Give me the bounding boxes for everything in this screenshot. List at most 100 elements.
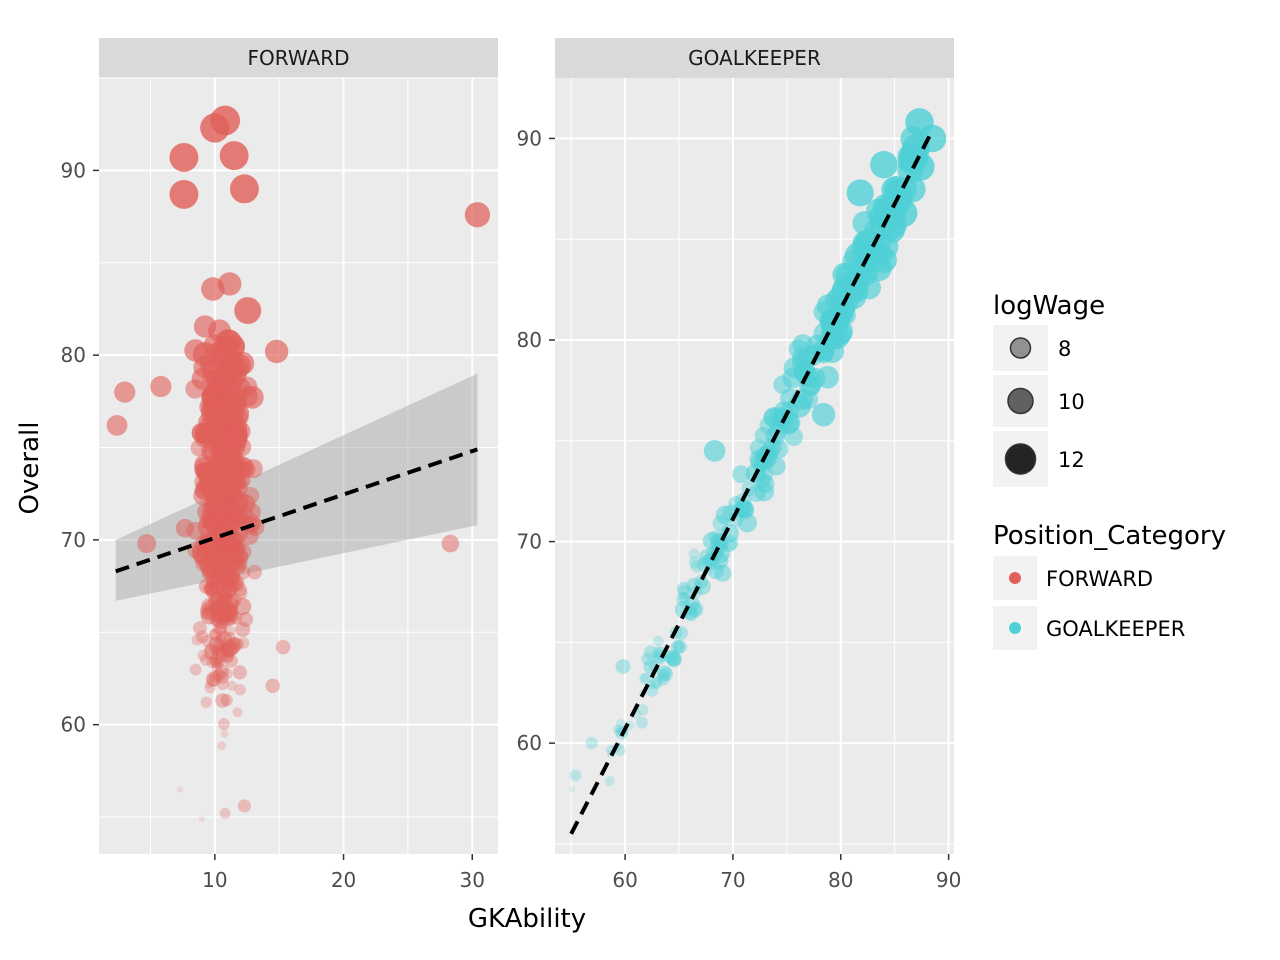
data-point: [209, 628, 223, 642]
data-point: [688, 548, 700, 560]
y-tick-label: 70: [61, 528, 86, 552]
data-point: [198, 815, 206, 823]
data-point: [219, 559, 235, 575]
y-tick-label: 70: [517, 530, 542, 554]
legend-color-key: [1009, 572, 1021, 584]
data-point: [715, 505, 735, 525]
data-point: [200, 607, 218, 625]
data-point: [205, 570, 222, 587]
data-point: [169, 142, 199, 172]
x-axis-ticks: 10 20 30: [202, 854, 485, 892]
data-point: [237, 636, 250, 649]
data-point: [827, 318, 853, 345]
data-point: [208, 609, 226, 627]
data-point: [176, 786, 184, 793]
legend-entry-label: GOALKEEPER: [1046, 617, 1185, 641]
data-point: [213, 608, 229, 624]
data-point: [222, 570, 239, 586]
data-point: [665, 649, 681, 666]
data-point: [204, 599, 218, 613]
data-point: [210, 607, 226, 623]
data-point: [200, 605, 214, 620]
data-point: [677, 584, 692, 599]
data-point: [201, 598, 216, 613]
data-point: [228, 636, 240, 649]
data-point: [221, 667, 233, 680]
data-point: [678, 591, 690, 604]
data-point: [232, 548, 249, 564]
legend-entry-label: 10: [1058, 390, 1085, 414]
x-tick-label: 60: [612, 868, 637, 892]
facet-forward: FORWARD 10 20 30 60 70 80 90: [61, 38, 498, 892]
data-point: [219, 592, 233, 606]
data-point: [211, 644, 224, 656]
legend-entry-label: 12: [1058, 448, 1085, 472]
data-point: [216, 631, 232, 647]
data-point: [217, 610, 231, 624]
x-tick-label: 20: [331, 868, 356, 892]
facet-strip: [99, 38, 498, 78]
data-point: [212, 638, 225, 651]
data-point: [210, 105, 241, 136]
data-point: [214, 650, 226, 662]
data-point: [203, 441, 225, 463]
data-point: [656, 668, 670, 682]
data-point: [215, 693, 230, 708]
data-point: [217, 741, 227, 750]
data-point: [222, 609, 239, 626]
data-point: [673, 639, 688, 654]
data-point: [216, 677, 229, 690]
data-point: [222, 606, 237, 620]
data-point: [222, 567, 237, 582]
data-point: [230, 554, 248, 572]
data-point: [216, 584, 231, 599]
data-point: [210, 373, 236, 398]
data-point: [676, 592, 691, 607]
legend-size-key: [1004, 443, 1037, 475]
data-point: [569, 786, 576, 793]
y-axis-title: Overall: [15, 422, 45, 515]
data-point: [222, 602, 238, 619]
data-point: [213, 635, 229, 650]
data-point: [199, 653, 213, 666]
data-point: [224, 654, 238, 668]
y-axis-ticks: 60 70 80 90: [61, 158, 99, 737]
data-point: [905, 108, 934, 137]
data-point: [216, 614, 229, 627]
legend-title: Position_Category: [993, 521, 1226, 551]
x-tick-label: 10: [202, 868, 227, 892]
data-point: [221, 642, 237, 658]
data-point: [219, 600, 235, 615]
data-point: [114, 381, 136, 403]
data-point: [197, 649, 209, 662]
data-point: [703, 440, 726, 462]
data-point: [870, 150, 898, 179]
data-point: [219, 807, 231, 819]
data-point: [243, 459, 263, 479]
data-point: [230, 637, 244, 651]
data-point: [209, 567, 226, 584]
scatter-points: [106, 105, 491, 823]
data-point: [219, 643, 232, 656]
data-point: [219, 141, 249, 171]
facet-strip-label: GOALKEEPER: [688, 46, 821, 70]
data-point: [220, 693, 233, 707]
data-point: [225, 576, 242, 593]
data-point: [226, 680, 237, 691]
data-point: [777, 412, 799, 435]
legend-entry-label: FORWARD: [1046, 567, 1153, 591]
data-point: [666, 651, 682, 667]
data-point: [232, 582, 248, 597]
data-point: [212, 668, 226, 682]
data-point: [227, 641, 241, 655]
data-point: [202, 606, 217, 621]
data-point: [228, 556, 244, 571]
data-point: [169, 179, 199, 209]
data-point: [227, 573, 244, 590]
data-point: [195, 630, 209, 644]
data-point: [208, 636, 225, 653]
data-point: [569, 769, 582, 782]
data-point: [737, 513, 757, 533]
data-point: [651, 646, 664, 658]
data-point: [209, 601, 225, 618]
